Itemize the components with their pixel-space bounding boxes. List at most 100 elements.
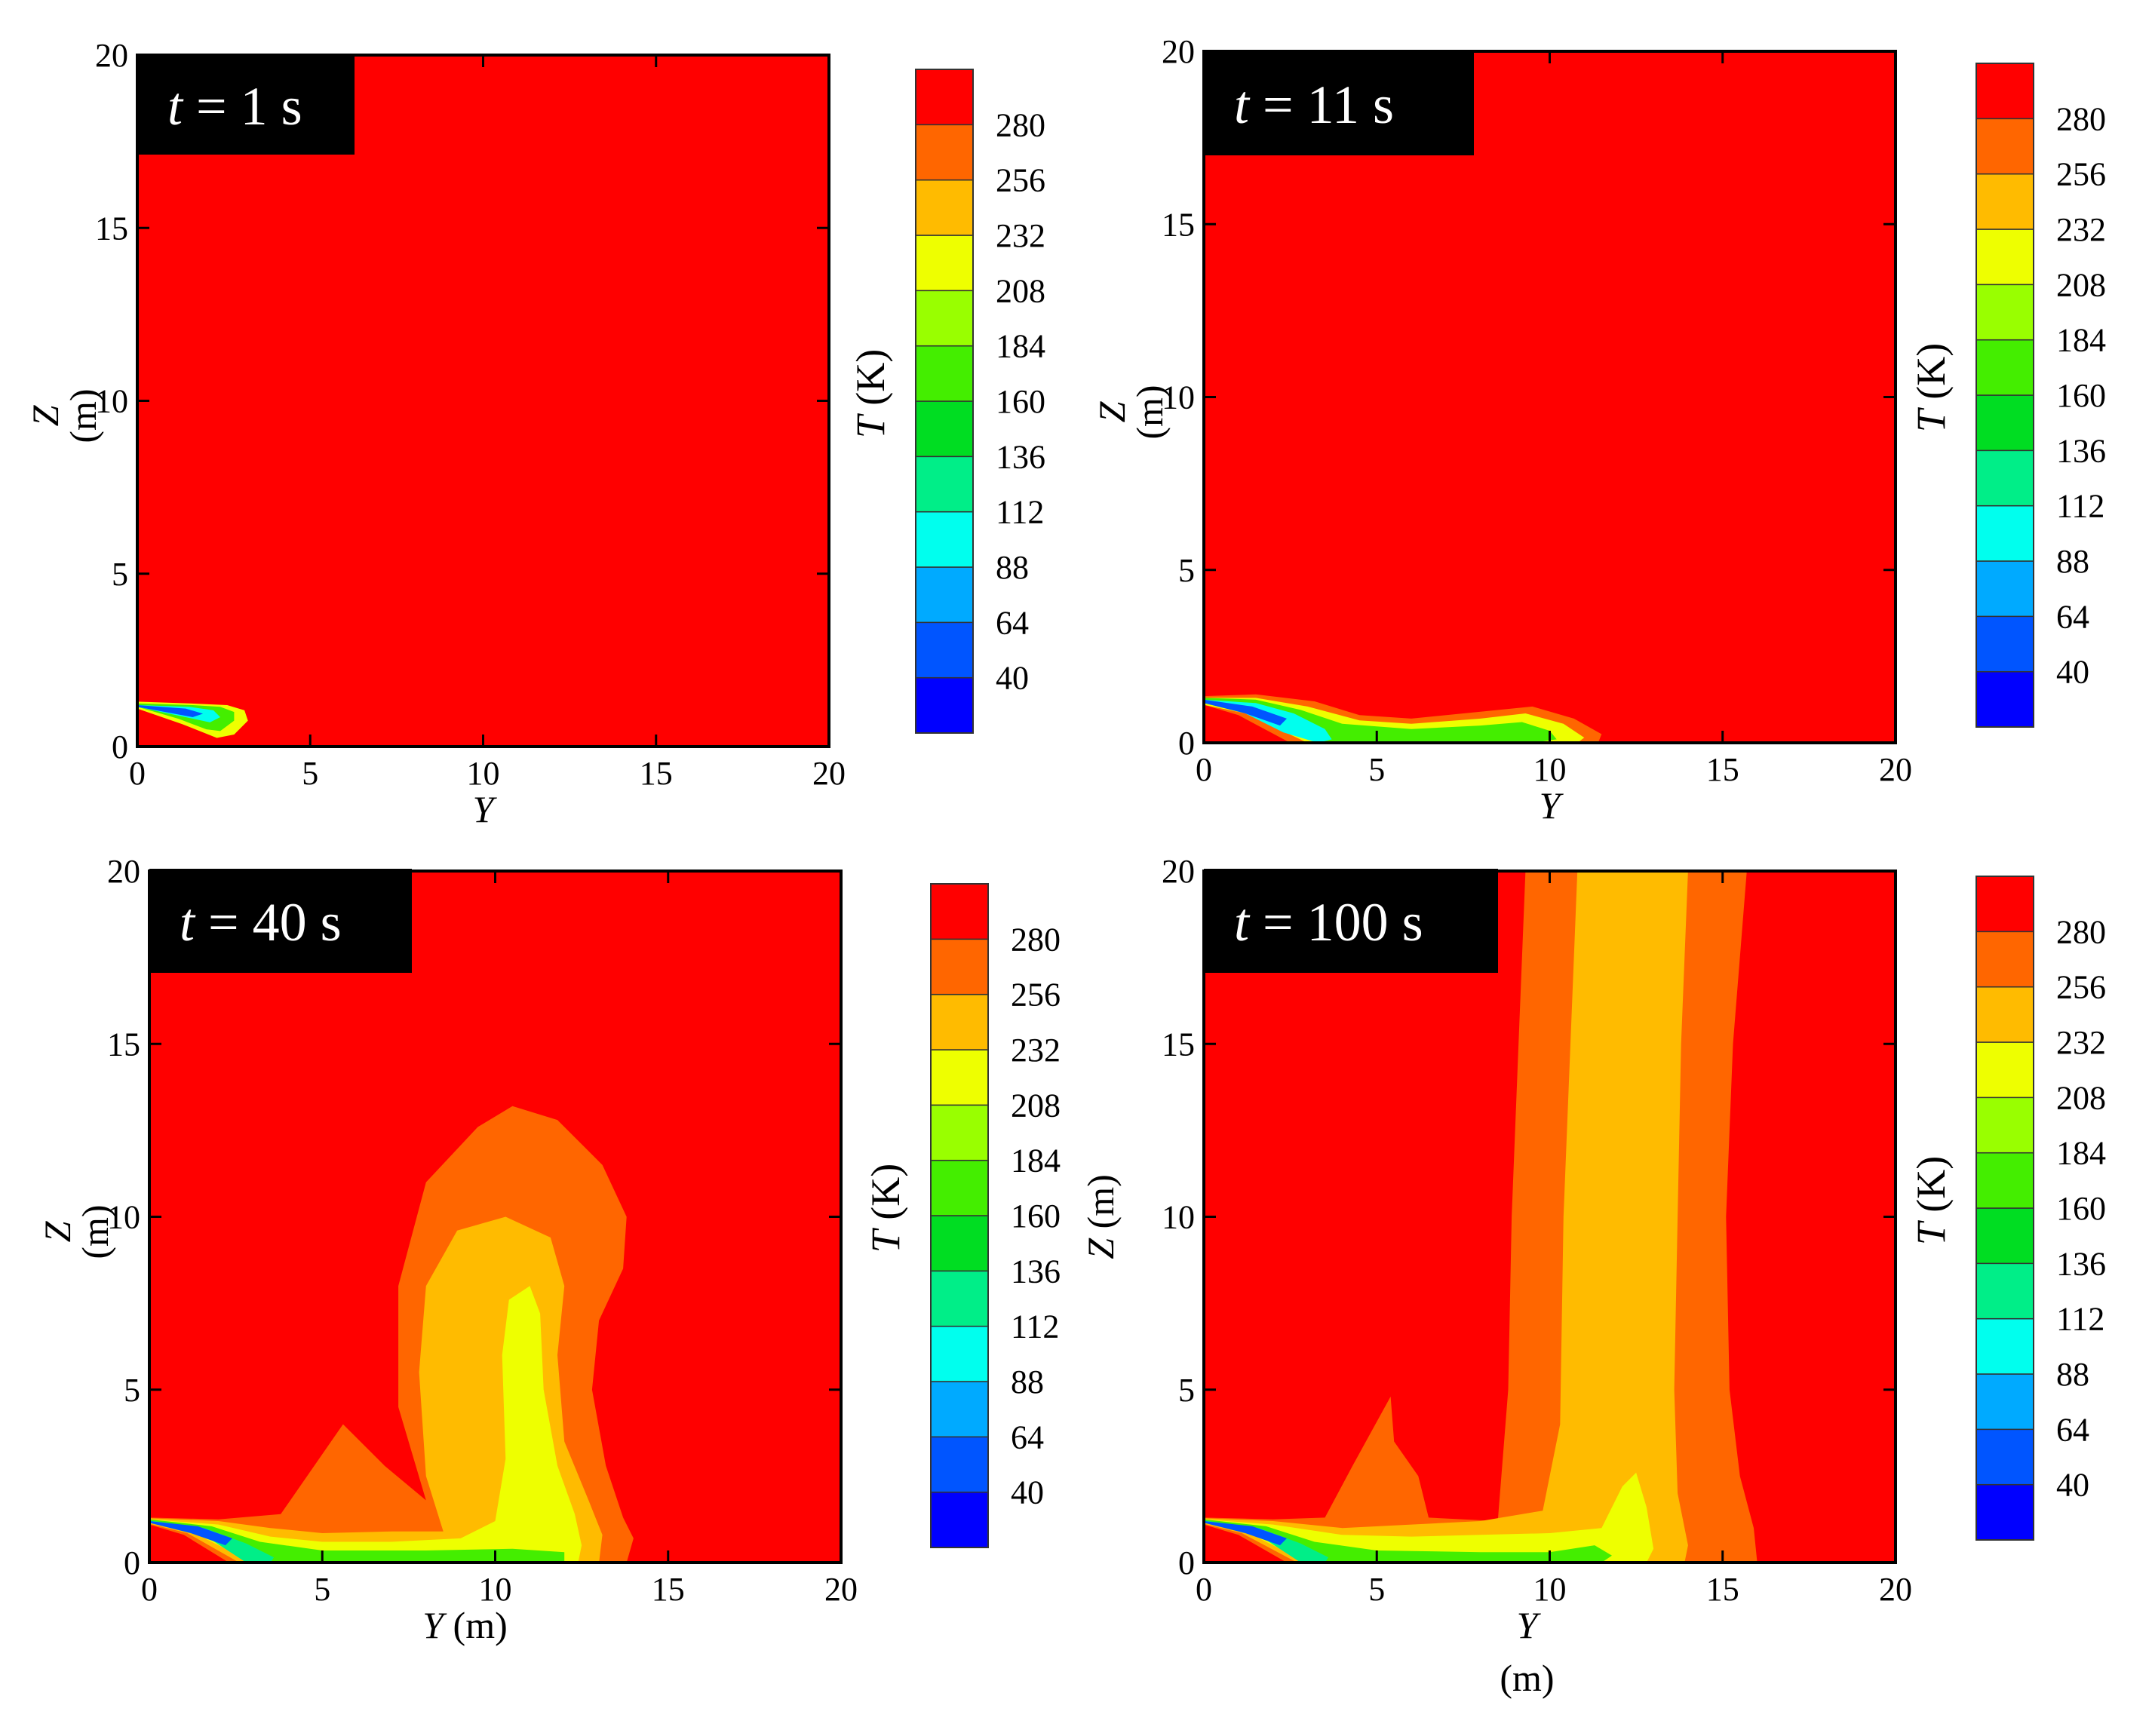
colorbar-swatch bbox=[1975, 615, 2034, 673]
x-tick-label: 5 bbox=[302, 755, 318, 792]
colorbar-tick-label: 40 bbox=[2056, 654, 2089, 691]
colorbar-tick-label: 136 bbox=[1011, 1253, 1061, 1290]
colorbar-swatch bbox=[915, 455, 974, 513]
colorbar-tick-label: 184 bbox=[2056, 322, 2106, 359]
y-axis-var: Z bbox=[1079, 1238, 1122, 1259]
colorbar-tick-label: 256 bbox=[2056, 156, 2106, 193]
colorbar-tick-label: 232 bbox=[2056, 1024, 2106, 1061]
colorbar-swatch bbox=[930, 1049, 989, 1106]
colorbar-tick-label: 136 bbox=[2056, 432, 2106, 469]
colorbar-tick-label: 256 bbox=[2056, 969, 2106, 1006]
colorbar-tick-label: 160 bbox=[1011, 1198, 1061, 1235]
contour-region bbox=[1204, 1520, 1329, 1563]
y-axis-var: Z bbox=[36, 1220, 78, 1242]
colorbar-swatch bbox=[930, 938, 989, 995]
colorbar-swatch bbox=[1975, 876, 2034, 933]
colorbar-tick-label: 256 bbox=[1011, 977, 1061, 1014]
colorbar-frame bbox=[930, 883, 989, 1548]
y-tick-label: 20 bbox=[1162, 853, 1195, 890]
x-axis-unit: (m) bbox=[1500, 1657, 1554, 1699]
colorbar-swatch bbox=[1975, 229, 2034, 286]
x-tick-label: 20 bbox=[812, 755, 846, 792]
contour-region bbox=[149, 1216, 603, 1563]
colorbar-swatch bbox=[1975, 986, 2034, 1043]
contour-region bbox=[137, 705, 204, 717]
colorbar-unit: (K) bbox=[1908, 1156, 1954, 1222]
time-label: t = 1 s bbox=[167, 76, 302, 136]
contour-background bbox=[1204, 51, 1896, 743]
x-axis-label: Y bbox=[1517, 1604, 1542, 1646]
colorbar-tick-label: 64 bbox=[2056, 598, 2089, 635]
contour-region bbox=[1204, 871, 1688, 1563]
colorbar-swatch bbox=[915, 69, 974, 126]
contour-background bbox=[137, 55, 829, 747]
colorbar-tick-label: 280 bbox=[2056, 100, 2106, 137]
y-tick-label: 10 bbox=[95, 383, 128, 420]
colorbar-tick-label: 208 bbox=[2056, 266, 2106, 303]
contour-region bbox=[1204, 1472, 1654, 1563]
time-value: = 1 s bbox=[183, 76, 302, 136]
colorbar-swatch bbox=[1975, 118, 2034, 175]
time-label: t = 100 s bbox=[1234, 892, 1423, 952]
time-label: t = 40 s bbox=[180, 892, 342, 952]
colorbar-swatch bbox=[1975, 1097, 2034, 1154]
time-label: t = 11 s bbox=[1234, 75, 1394, 135]
colorbar-var: T bbox=[1908, 1219, 1954, 1245]
x-axis-var: Y bbox=[1540, 784, 1564, 827]
x-tick-label: 15 bbox=[1706, 751, 1739, 788]
colorbar-swatch bbox=[1975, 560, 2034, 618]
colorbar-swatch bbox=[930, 993, 989, 1050]
x-tick-label: 0 bbox=[1196, 1571, 1212, 1608]
colorbar-unit: (K) bbox=[863, 1164, 908, 1230]
colorbar-var: T bbox=[863, 1227, 908, 1253]
colorbar-tick-label: 112 bbox=[996, 494, 1044, 531]
colorbar-tick-label: 184 bbox=[1011, 1143, 1061, 1179]
colorbar-swatch bbox=[1975, 1152, 2034, 1209]
x-axis-var: Y bbox=[473, 788, 498, 830]
colorbar-swatch bbox=[1975, 284, 2034, 341]
y-tick-label: 15 bbox=[107, 1026, 140, 1063]
colorbar-swatch bbox=[930, 1215, 989, 1272]
y-tick-label: 10 bbox=[107, 1199, 140, 1236]
colorbar-swatch bbox=[1975, 173, 2034, 230]
x-axis-label: Y (m) bbox=[422, 1604, 508, 1646]
colorbar-tick-label: 280 bbox=[2056, 913, 2106, 950]
colorbar-tick-label: 40 bbox=[2056, 1467, 2089, 1504]
y-tick-label: 15 bbox=[95, 210, 128, 247]
colorbar-swatch bbox=[915, 566, 974, 624]
colorbar-tick-label: 208 bbox=[1011, 1087, 1061, 1124]
colorbar-swatch bbox=[1975, 670, 2034, 728]
contour-regions bbox=[1204, 871, 1758, 1563]
colorbar-tick-label: 64 bbox=[1011, 1419, 1044, 1455]
y-tick-label: 5 bbox=[112, 556, 128, 593]
colorbar-swatch bbox=[1975, 1373, 2034, 1431]
colorbar-swatch bbox=[915, 290, 974, 347]
colorbar-swatch bbox=[1975, 339, 2034, 396]
colorbar-swatch bbox=[1975, 1483, 2034, 1541]
contour-region bbox=[1204, 1521, 1287, 1546]
colorbar-tick-label: 256 bbox=[996, 162, 1045, 199]
colorbar-swatch bbox=[930, 1436, 989, 1493]
colorbar-swatch bbox=[930, 883, 989, 940]
colorbar: 40 64 88 112 136 160 184 208 232 256 280 T (K) bbox=[863, 883, 1061, 1548]
colorbar-swatch bbox=[1975, 1207, 2034, 1265]
colorbar-tick-label: 112 bbox=[1011, 1308, 1059, 1345]
y-tick-label: 0 bbox=[112, 728, 128, 765]
colorbar-frame bbox=[915, 69, 974, 734]
colorbar-swatch bbox=[1975, 1262, 2034, 1320]
y-tick-label: 10 bbox=[1162, 1199, 1195, 1236]
time-label-box bbox=[137, 55, 355, 155]
time-var: t bbox=[167, 76, 184, 136]
time-var: t bbox=[180, 892, 196, 952]
colorbar-swatch bbox=[930, 1104, 989, 1161]
colorbar-tick-label: 232 bbox=[2056, 211, 2106, 248]
y-tick-label: 10 bbox=[1162, 379, 1195, 416]
colorbar-swatch bbox=[915, 179, 974, 236]
y-tick-label: 20 bbox=[1162, 33, 1195, 70]
x-tick-label: 15 bbox=[640, 755, 673, 792]
colorbar-swatch bbox=[1975, 1041, 2034, 1099]
y-tick-label: 5 bbox=[1178, 552, 1195, 589]
colorbar-swatch bbox=[915, 400, 974, 458]
